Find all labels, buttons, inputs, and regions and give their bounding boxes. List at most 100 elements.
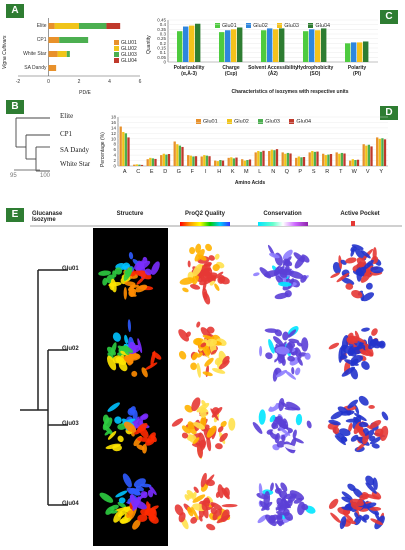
helix-segment: [220, 420, 227, 428]
helix-segment: [277, 503, 291, 511]
category-d: M: [244, 169, 249, 175]
helix-segment: [295, 413, 303, 426]
tick-a-x: 4: [108, 79, 111, 85]
bar-d: [127, 137, 130, 166]
helix-segment: [212, 368, 226, 374]
helix-segment: [276, 369, 287, 378]
legend-a-0: GLU01: [114, 40, 154, 46]
helix-segment: [348, 335, 358, 344]
helix-segment: [131, 355, 140, 360]
helix-segment: [132, 519, 141, 530]
helix-segment: [184, 494, 190, 501]
legend-a-2-text: GLU03: [121, 52, 137, 58]
helix-segment: [275, 346, 290, 355]
helix-segment: [122, 473, 132, 488]
legend-d-3-swatch: [289, 119, 295, 125]
helix-segment: [253, 272, 260, 277]
pocket-color-indicator: [351, 221, 355, 226]
legend-c-0-text: Glu01: [222, 23, 237, 29]
tick-d-y: 0: [113, 164, 116, 169]
helix-segment: [201, 399, 207, 407]
helix-segment: [272, 368, 278, 382]
tick-c-y: 0.25: [157, 36, 166, 41]
helix-segment: [205, 243, 213, 252]
bar-c: [315, 30, 321, 62]
helix-segment: [107, 430, 117, 440]
helix-segment: [281, 434, 286, 442]
bar-d: [351, 159, 354, 166]
protein-model-consv-row2: [259, 318, 311, 382]
bar-d: [124, 133, 128, 166]
helix-segment: [131, 370, 138, 377]
category-d: G: [177, 169, 181, 175]
panel-a-chart: -2 0 2 4 6 Elite CP1 White Star SA Dandy: [16, 18, 142, 85]
legend-c-0-swatch: [215, 23, 220, 29]
helix-segment: [287, 329, 297, 338]
bar-d: [295, 157, 298, 166]
helix-segment: [189, 284, 201, 290]
bar-c: [273, 29, 279, 62]
helix-segment: [268, 402, 281, 412]
header-structure: Structure: [116, 211, 144, 217]
helix-segment: [148, 485, 157, 496]
panel-a-legend: GLU01 GLU02 GLU03 GLU04: [114, 40, 154, 64]
tick-a-x: 6: [139, 79, 142, 85]
helix-segment: [144, 362, 158, 371]
bar-d: [329, 154, 333, 166]
helix-segment: [264, 328, 279, 333]
helix-segment: [350, 248, 355, 257]
category-d: E: [150, 169, 154, 175]
helix-segment: [370, 518, 383, 525]
helix-segment: [344, 359, 359, 366]
helix-segment: [283, 493, 297, 500]
helix-segment: [217, 426, 224, 433]
bar-c: [225, 30, 231, 62]
helix-segment: [361, 360, 370, 370]
bar-d: [241, 159, 244, 166]
bar-d: [370, 146, 373, 166]
helix-segment: [123, 355, 134, 364]
helix-segment: [291, 366, 295, 375]
helix-segment: [351, 244, 364, 251]
helix-segment: [282, 249, 293, 260]
category-d: L: [258, 169, 261, 175]
bar-d: [232, 158, 236, 166]
helix-segment: [301, 337, 309, 352]
category-a: Elite: [37, 23, 47, 29]
bar-d: [270, 149, 273, 166]
bar-d: [335, 152, 338, 166]
legend-a-0-text: GLU01: [121, 40, 137, 46]
bar-c: [267, 28, 273, 62]
panel-c-xlabel: Characteristics of isozymes with respect…: [231, 89, 349, 95]
bar-c: [279, 28, 285, 62]
bar-d: [221, 160, 225, 166]
helix-segment: [369, 506, 382, 511]
legend-a-1-swatch: [114, 46, 119, 52]
helix-segment: [271, 422, 279, 430]
helix-segment: [109, 504, 119, 511]
bar-c: [195, 23, 201, 62]
dendro-b-leaf-2: SA Dandy: [60, 146, 89, 154]
helix-segment: [148, 514, 159, 524]
bar-d: [300, 157, 303, 166]
helix-segment: [259, 345, 263, 357]
header-proq: ProQ2 Quality: [184, 211, 225, 217]
bar-d: [313, 151, 317, 166]
helix-segment: [272, 352, 278, 360]
bar-d: [176, 144, 179, 166]
helix-segment: [280, 482, 288, 492]
tick-d-y: 14: [111, 125, 117, 130]
legend-d-3: Glu04: [289, 119, 311, 125]
helix-segment: [328, 498, 339, 510]
helix-segment: [208, 255, 215, 261]
bar-d: [122, 131, 125, 166]
helix-segment: [359, 347, 366, 355]
legend-d-1-swatch: [227, 119, 233, 125]
helix-segment: [381, 411, 389, 421]
helix-segment: [120, 265, 130, 270]
helix-segment: [369, 435, 376, 442]
tick-c-y: 0.4: [160, 22, 167, 27]
helix-segment: [103, 424, 114, 436]
bar-d: [349, 160, 352, 166]
helix-segment: [268, 339, 275, 354]
